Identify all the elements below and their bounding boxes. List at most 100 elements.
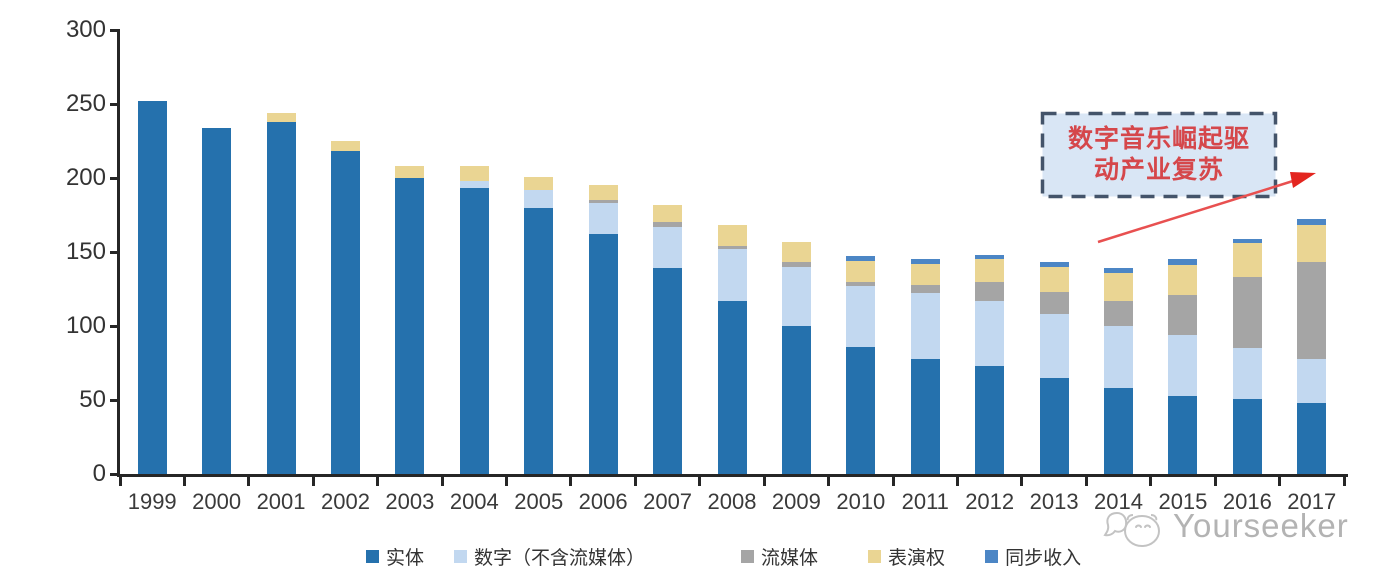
bar-segment-2017 bbox=[1297, 402, 1327, 474]
bar-segment-2009 bbox=[781, 241, 811, 263]
x-axis-label: 2009 bbox=[771, 489, 821, 514]
bar-segment-2012 bbox=[975, 254, 1005, 260]
annotation-arrowhead-icon bbox=[1290, 172, 1316, 188]
x-axis-tick bbox=[505, 477, 509, 486]
bar-segment-2017 bbox=[1297, 219, 1327, 226]
x-axis-tick bbox=[1149, 477, 1153, 486]
bar-segment-2011 bbox=[910, 259, 940, 264]
legend-item: 实体 bbox=[366, 543, 424, 570]
legend-swatch-icon bbox=[868, 550, 882, 563]
legend-swatch-icon bbox=[454, 550, 468, 563]
y-axis-label: 200 bbox=[65, 164, 106, 191]
chart-legend: 实体 数字（不含流媒体） 流媒体 表演权 同步收入 bbox=[366, 543, 1081, 570]
x-axis-tick bbox=[762, 477, 766, 486]
x-axis-label: 2001 bbox=[256, 489, 306, 514]
bar-segment-2005 bbox=[524, 176, 554, 190]
bar-segment-2013 bbox=[1039, 377, 1069, 474]
bar-segment-2016 bbox=[1232, 238, 1262, 244]
bar-segment-2011 bbox=[910, 263, 940, 285]
bar-segment-2001 bbox=[266, 121, 296, 474]
y-axis-label: 0 bbox=[92, 460, 106, 487]
bar-segment-2009 bbox=[781, 326, 811, 474]
x-axis-label: 2014 bbox=[1094, 489, 1143, 514]
bar-segment-2006 bbox=[588, 203, 618, 235]
legend-item: 表演权 bbox=[868, 543, 945, 570]
bar-segment-2006 bbox=[588, 234, 618, 474]
bar-segment-2015 bbox=[1168, 395, 1198, 474]
bar-segment-2009 bbox=[781, 266, 811, 326]
x-axis-tick bbox=[1342, 477, 1346, 486]
bar-segment-2017 bbox=[1297, 262, 1327, 359]
bar-segment-2012 bbox=[975, 281, 1005, 301]
legend-label: 数字（不含流媒体） bbox=[474, 548, 646, 569]
x-axis-tick bbox=[247, 477, 251, 486]
annotation-line-1: 数字音乐崛起驱 bbox=[1067, 125, 1250, 153]
x-axis-label: 2017 bbox=[1287, 489, 1337, 514]
x-axis-label: 2012 bbox=[965, 489, 1015, 514]
bar-segment-2014 bbox=[1104, 326, 1134, 389]
bar-segment-2012 bbox=[975, 259, 1005, 282]
bar-segment-2001 bbox=[266, 112, 296, 122]
x-axis-label: 1999 bbox=[127, 489, 177, 514]
bar-segment-2013 bbox=[1039, 266, 1069, 292]
bar-segment-2015 bbox=[1168, 294, 1198, 335]
x-axis-tick bbox=[118, 477, 122, 486]
y-axis-tick bbox=[110, 102, 119, 106]
bar-segment-2008 bbox=[717, 249, 747, 301]
x-axis-label: 2013 bbox=[1029, 489, 1079, 514]
x-axis-label: 2002 bbox=[320, 489, 370, 514]
x-axis-label: 2005 bbox=[514, 489, 564, 514]
y-axis-tick bbox=[110, 324, 119, 328]
bar-segment-2016 bbox=[1232, 348, 1262, 399]
bar-segment-2004 bbox=[459, 180, 489, 189]
x-axis-tick bbox=[955, 477, 959, 486]
bar-segment-2017 bbox=[1297, 358, 1327, 403]
x-axis-tick bbox=[633, 477, 637, 486]
bar-segment-2010 bbox=[846, 281, 876, 287]
legend-label: 流媒体 bbox=[761, 548, 819, 569]
bar-segment-2003 bbox=[395, 166, 425, 178]
x-axis-label: 2016 bbox=[1222, 489, 1272, 514]
bar-segment-2011 bbox=[910, 284, 940, 294]
y-axis-tick bbox=[110, 472, 119, 476]
x-axis-tick bbox=[376, 477, 380, 486]
legend-label: 表演权 bbox=[888, 548, 946, 569]
x-axis-label: 2010 bbox=[836, 489, 886, 514]
bar-segment-2012 bbox=[975, 365, 1005, 474]
bar-segment-2002 bbox=[330, 151, 360, 474]
bar-segment-2000 bbox=[202, 127, 232, 474]
x-axis-line bbox=[117, 474, 1348, 477]
x-axis-label: 2007 bbox=[643, 489, 693, 514]
legend-item: 流媒体 bbox=[741, 543, 818, 570]
bar-segment-2005 bbox=[524, 189, 554, 208]
x-axis-label: 2006 bbox=[578, 489, 628, 514]
bar-segment-2007 bbox=[653, 204, 683, 223]
x-axis-label: 2004 bbox=[449, 489, 499, 514]
bar-segment-2014 bbox=[1104, 388, 1134, 474]
y-axis-label: 250 bbox=[65, 90, 106, 117]
x-axis-tick bbox=[569, 477, 573, 486]
bar-segment-2013 bbox=[1039, 314, 1069, 378]
bar-segment-2010 bbox=[846, 260, 876, 282]
x-axis-tick bbox=[182, 477, 186, 486]
x-axis-tick bbox=[1084, 477, 1088, 486]
annotation-line-2: 动产业复苏 bbox=[1093, 156, 1224, 184]
bar-segment-2013 bbox=[1039, 291, 1069, 315]
y-axis-label: 300 bbox=[65, 16, 106, 43]
bar-segment-2008 bbox=[717, 246, 747, 250]
x-axis-tick bbox=[1213, 477, 1217, 486]
bar-segment-2014 bbox=[1104, 300, 1134, 326]
annotation-text: 数字音乐崛起驱 动产业复苏 bbox=[1042, 113, 1276, 197]
bar-segment-2011 bbox=[910, 358, 940, 474]
x-axis-label: 2015 bbox=[1158, 489, 1208, 514]
bar-segment-2014 bbox=[1104, 268, 1134, 273]
bar-segment-2006 bbox=[588, 185, 618, 201]
bar-segment-2016 bbox=[1232, 277, 1262, 349]
legend-item: 同步收入 bbox=[985, 543, 1081, 570]
x-axis-label: 2011 bbox=[901, 489, 949, 514]
watermark: Yourseeker bbox=[1103, 505, 1349, 549]
x-axis-label: 2000 bbox=[192, 489, 242, 514]
bar-segment-2008 bbox=[717, 300, 747, 474]
bar-segment-2003 bbox=[395, 178, 425, 474]
